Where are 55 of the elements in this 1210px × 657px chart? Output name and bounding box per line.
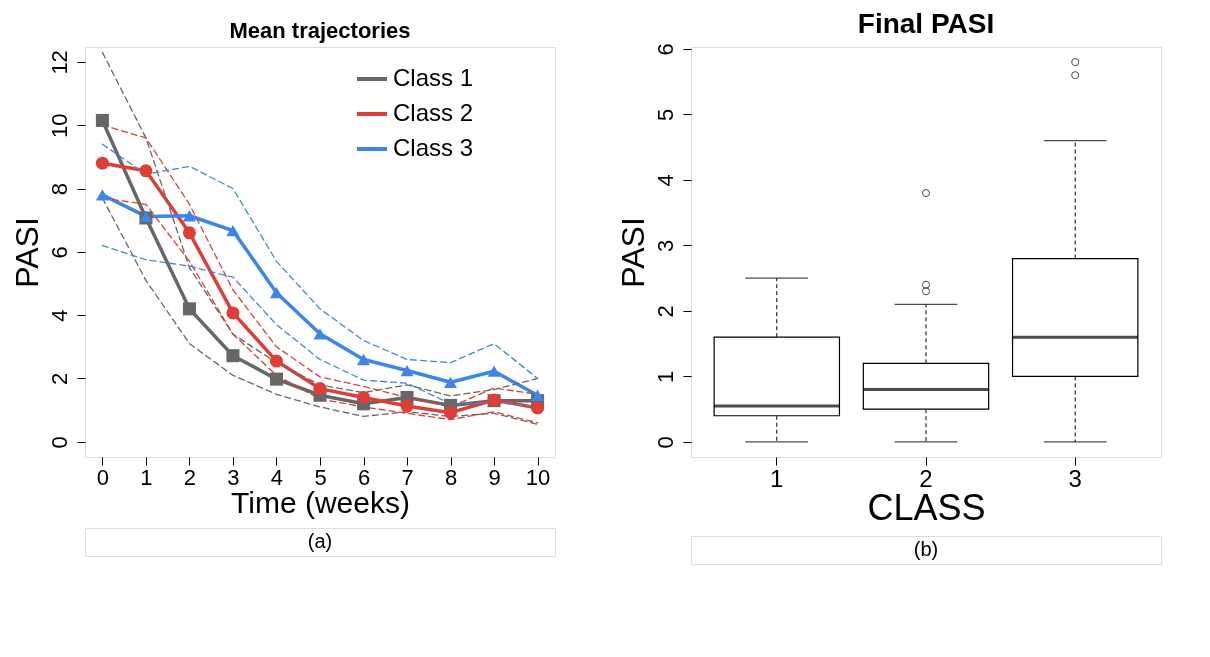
legend-label: Class 2: [393, 99, 474, 126]
y-tick-label: 2: [652, 305, 678, 318]
x-tick-label: 0: [96, 464, 110, 490]
point: [487, 365, 501, 377]
point: [182, 302, 196, 316]
point: [95, 156, 109, 170]
point: [400, 399, 414, 413]
x-tick-label: 1: [140, 464, 153, 490]
point: [357, 353, 371, 366]
point: [444, 376, 458, 388]
point: [531, 401, 545, 415]
chart-title: Mean trajectories: [229, 18, 411, 43]
point: [444, 406, 458, 420]
point: [95, 189, 109, 201]
point: [400, 364, 414, 377]
legend-label: Class 1: [393, 64, 474, 91]
y-tick-label: 4: [46, 309, 72, 322]
point: [269, 287, 283, 299]
y-tick-label: 4: [652, 174, 678, 187]
y-tick-label: 3: [652, 239, 678, 253]
point: [269, 372, 283, 386]
legend-label: Class 3: [393, 134, 474, 161]
x-tick-label: 10: [525, 464, 551, 490]
y-axis-title: PASI: [8, 217, 45, 288]
point: [313, 328, 327, 340]
point: [95, 113, 109, 127]
point: [226, 349, 240, 363]
y-tick-label: 0: [652, 436, 678, 449]
y-tick-label: 6: [46, 246, 72, 259]
y-tick-label: 5: [652, 108, 678, 122]
point: [357, 390, 371, 404]
x-tick-label: 3: [1068, 464, 1082, 492]
point: [226, 224, 240, 237]
x-tick-label: 9: [488, 464, 501, 490]
x-tick-label: 2: [183, 464, 197, 490]
point: [531, 389, 545, 401]
y-tick-label: 8: [46, 182, 72, 196]
y-tick-label: 1: [652, 370, 678, 384]
point: [226, 306, 240, 320]
point: [139, 164, 153, 178]
point: [182, 226, 196, 240]
point: [269, 354, 283, 368]
y-tick-label: 10: [46, 113, 72, 138]
text: (a): [307, 530, 333, 552]
text: (b): [913, 538, 939, 560]
point: [313, 382, 327, 396]
point: [182, 210, 196, 222]
y-axis-title: PASI: [614, 217, 651, 288]
y-tick-label: 6: [652, 43, 678, 56]
y-tick-label: 12: [46, 50, 72, 75]
y-tick-label: 2: [46, 372, 72, 386]
x-tick-label: 1: [770, 464, 784, 492]
y-tick-label: 0: [46, 436, 72, 449]
x-tick-label: 8: [444, 464, 458, 490]
chart-title: Final PASI: [857, 7, 995, 39]
